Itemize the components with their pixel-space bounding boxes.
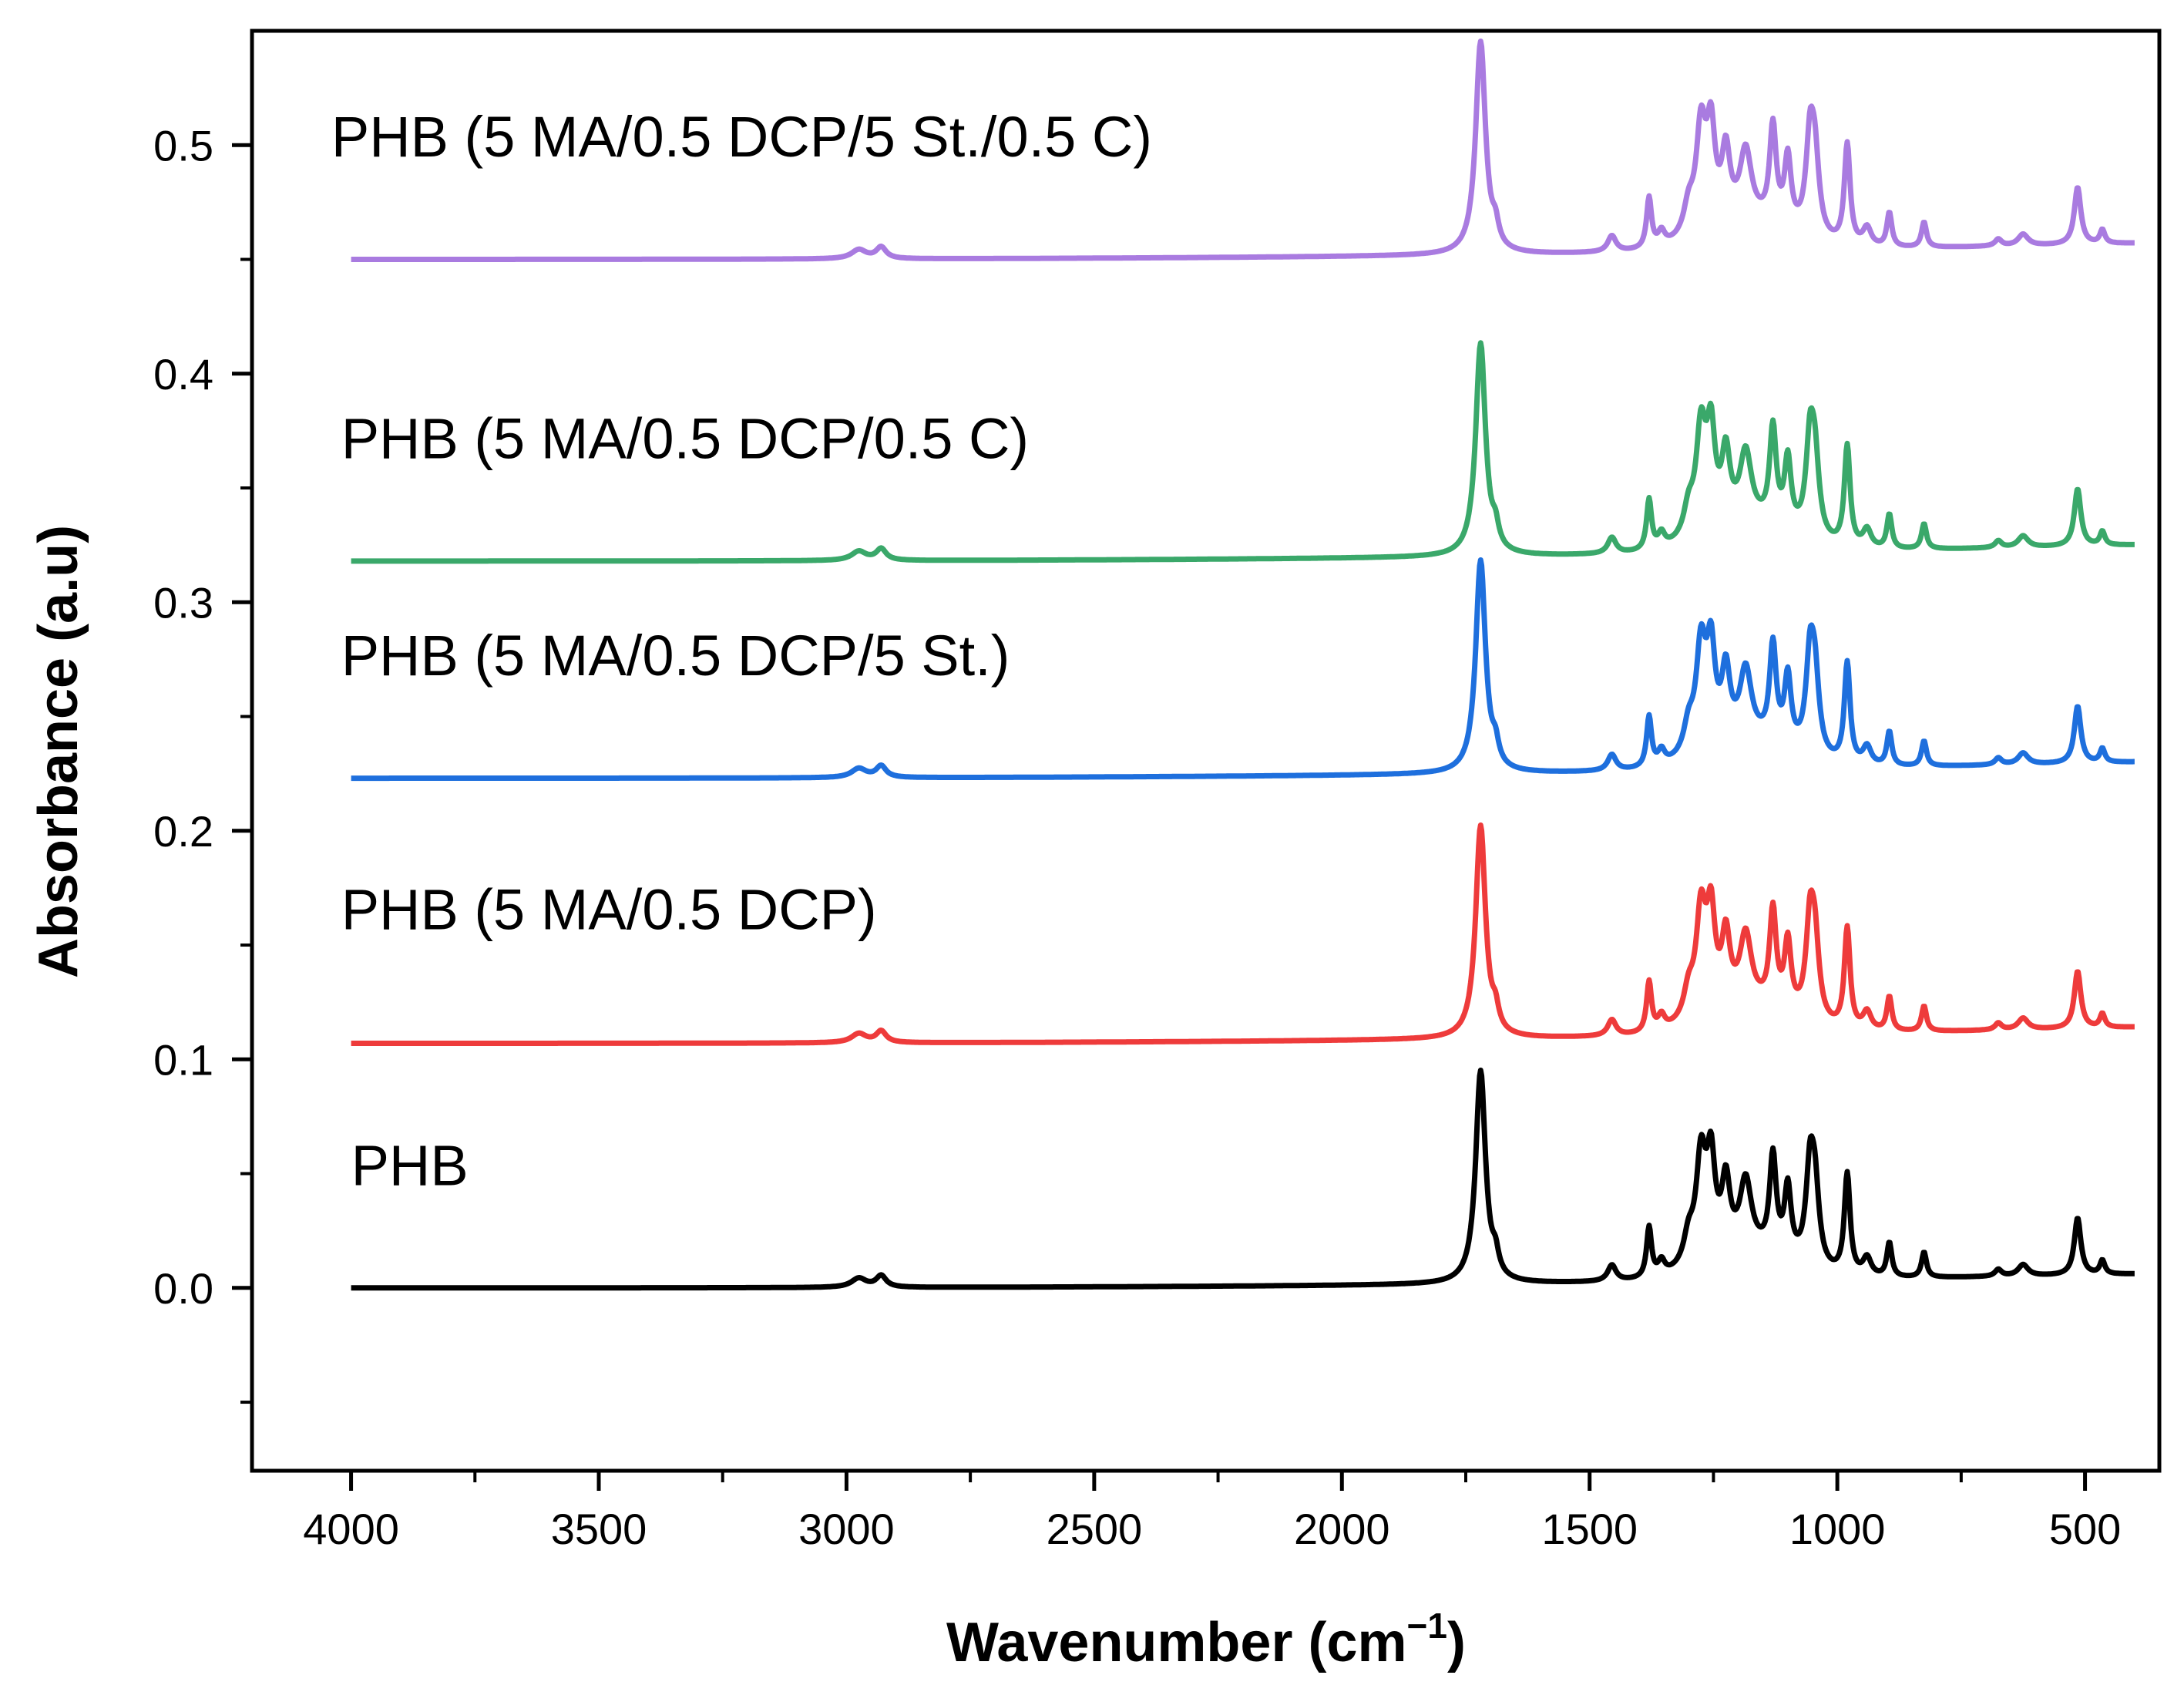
x-tick-label: 1000: [1789, 1505, 1886, 1553]
series-labels: PHB PHB (5 MA/0.5 DCP) PHB (5 MA/0.5 DCP/5…: [331, 105, 1152, 1197]
y-tick-label: 0.3: [153, 578, 213, 627]
y-tick-label: 0.5: [153, 121, 213, 170]
y-axis-title: Absorbance (a.u): [28, 525, 89, 978]
series-label-1: PHB (5 MA/0.5 DCP): [341, 877, 877, 941]
x-tick-label: 500: [2049, 1505, 2121, 1553]
x-tick-label: 3000: [798, 1505, 895, 1553]
series-label-3: PHB (5 MA/0.5 DCP/0.5 C): [341, 406, 1029, 470]
x-tick-label: 2000: [1294, 1505, 1390, 1553]
series-label-4: PHB (5 MA/0.5 DCP/5 St./0.5 C): [331, 105, 1152, 169]
x-tick-label: 2500: [1047, 1505, 1143, 1553]
x-axis-ticks: 4000 3500 3000 2500 2000 1500 1000 500: [303, 1471, 2121, 1553]
y-tick-label: 0.1: [153, 1035, 213, 1084]
x-axis-title: Wavenumber (cm−1): [946, 1606, 1466, 1673]
series-line-3: [349, 340, 2137, 564]
series-layer: [349, 39, 2137, 1291]
x-tick-label: 3500: [551, 1505, 647, 1553]
y-axis-ticks: 0.0 0.1 0.2 0.3 0.4 0.5: [153, 121, 252, 1404]
series-line-4: [349, 39, 2137, 262]
x-tick-label: 1500: [1541, 1505, 1638, 1553]
x-axis-title-superscript: −1: [1407, 1606, 1447, 1646]
y-tick-label: 0.0: [153, 1264, 213, 1313]
series-line-2: [349, 557, 2137, 782]
y-tick-label: 0.2: [153, 807, 213, 856]
plot-frame: [250, 29, 2162, 1473]
series-label-0: PHB: [351, 1133, 469, 1197]
series-line-1: [349, 822, 2137, 1046]
series-line-0: [349, 1068, 2137, 1291]
x-tick-label: 4000: [303, 1505, 399, 1553]
y-tick-label: 0.4: [153, 350, 213, 399]
series-label-2: PHB (5 MA/0.5 DCP/5 St.): [341, 624, 1010, 688]
